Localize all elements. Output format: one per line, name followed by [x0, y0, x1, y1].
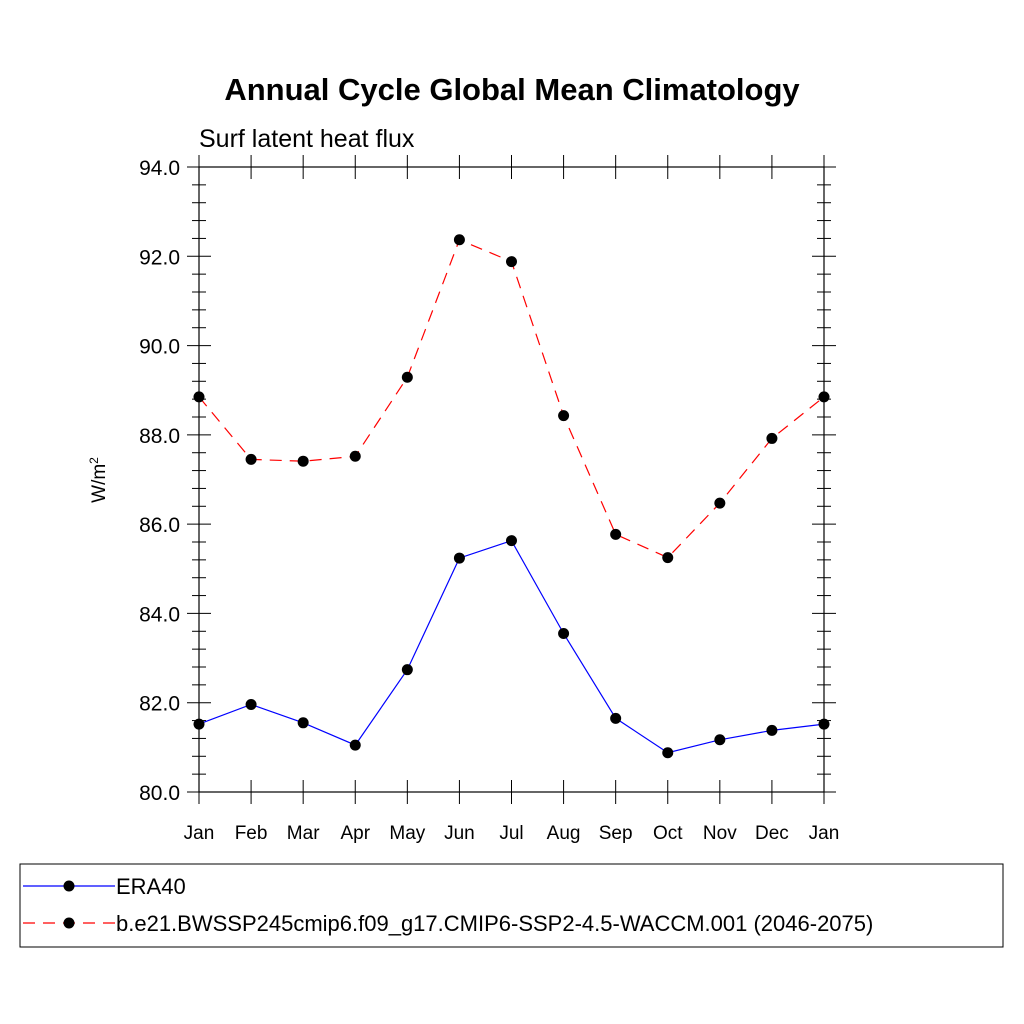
legend-entry-model: b.e21.BWSSP245cmip6.f09_g17.CMIP6-SSP2-4… — [23, 911, 873, 936]
series-line-1 — [198, 239, 825, 559]
y-axis-label: W/m2 — [87, 457, 110, 503]
x-tick-label: Mar — [287, 823, 320, 844]
series-1-point — [714, 497, 726, 509]
series-1-point — [401, 371, 413, 383]
y-tick-label: 80.0 — [139, 782, 180, 805]
y-tick-label: 88.0 — [139, 425, 180, 448]
series-0-point — [662, 747, 674, 759]
series-1-point — [297, 455, 309, 467]
series-1-point — [610, 528, 622, 540]
x-tick-label: Apr — [340, 823, 370, 844]
axis-ticks — [187, 155, 836, 804]
x-tick-label: Oct — [653, 823, 683, 844]
y-tick-label: 84.0 — [139, 603, 180, 626]
series-0-point — [766, 724, 778, 736]
series-0-point — [245, 699, 257, 710]
x-tick-label: Jul — [499, 823, 523, 844]
series-0-point — [558, 628, 570, 640]
y-tick-label: 94.0 — [139, 157, 180, 180]
legend-entry-era40: ERA40 — [23, 874, 186, 899]
x-tick-label: May — [389, 823, 425, 844]
series-0-point — [714, 734, 726, 746]
x-tick-label: Dec — [755, 823, 789, 844]
series-line-0 — [198, 539, 825, 754]
series-1-point — [766, 432, 778, 444]
legend-marker-era40 — [63, 880, 75, 892]
legend-box — [19, 863, 1004, 948]
x-tick-labels: Jan Feb Mar Apr May Jun Jul Aug Sep Oct Nov Dec Jan — [184, 823, 840, 844]
series-0-point — [453, 552, 465, 564]
series-1-point — [558, 410, 570, 422]
series-1-point — [245, 453, 257, 465]
x-tick-label: Jan — [184, 823, 215, 844]
x-tick-label: Nov — [703, 823, 737, 844]
series-0-point — [506, 535, 517, 547]
legend-label-era40: ERA40 — [116, 874, 186, 899]
legend-label-model: b.e21.BWSSP245cmip6.f09_g17.CMIP6-SSP2-4… — [116, 911, 873, 936]
chart-title: Annual Cycle Global Mean Climatology — [224, 72, 800, 107]
series-0-point — [818, 718, 830, 730]
series-0-point — [297, 717, 309, 729]
y-tick-label: 82.0 — [139, 693, 180, 716]
series-0-point — [610, 712, 622, 724]
series-0-point — [349, 739, 361, 751]
series-1-point — [662, 552, 674, 564]
series-1-point — [818, 391, 830, 403]
x-tick-label: Jun — [444, 823, 475, 844]
series-0-point — [193, 718, 205, 730]
series-0-point — [401, 664, 413, 676]
y-tick-label: 86.0 — [139, 514, 180, 537]
y-tick-labels: 80.0 82.0 84.0 86.0 88.0 90.0 92.0 94.0 — [139, 157, 180, 805]
y-tick-label: 90.0 — [139, 336, 180, 359]
chart-subtitle: Surf latent heat flux — [199, 125, 415, 153]
x-tick-label: Sep — [599, 823, 633, 844]
series-1-point — [349, 450, 361, 462]
x-tick-label: Jan — [809, 823, 840, 844]
x-tick-label: Aug — [547, 823, 581, 844]
legend-marker-model — [63, 917, 75, 929]
series-1-point — [193, 391, 205, 403]
series-1-point — [506, 256, 517, 268]
series-1-point — [453, 234, 465, 246]
x-tick-label: Feb — [235, 823, 268, 844]
y-tick-label: 92.0 — [139, 246, 180, 269]
series-layer — [193, 234, 830, 759]
